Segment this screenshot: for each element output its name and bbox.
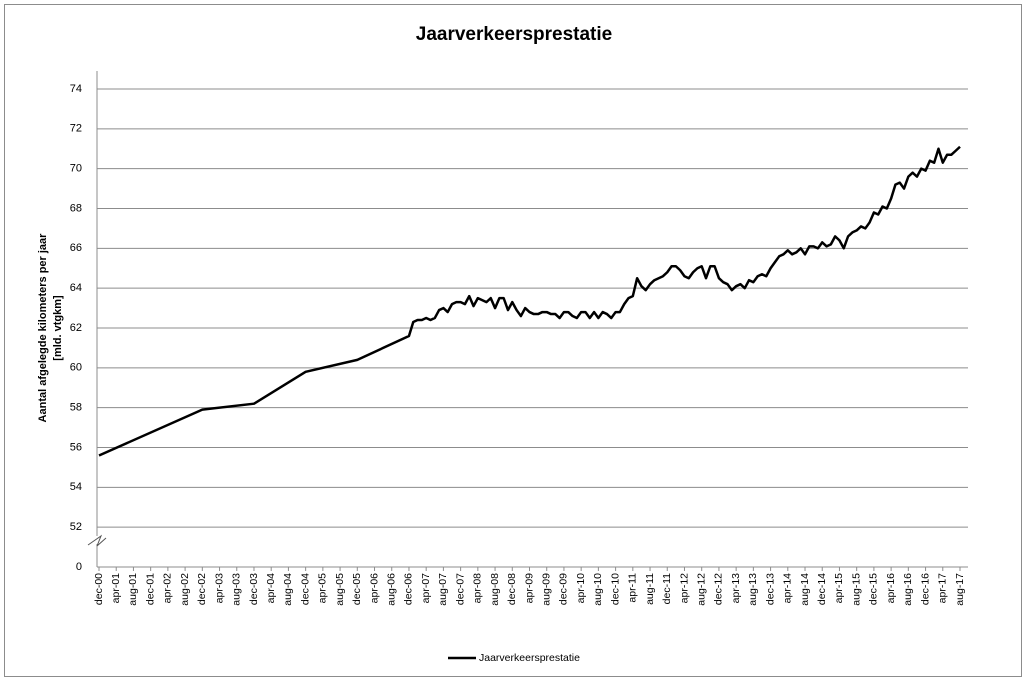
x-tick-label: apr-14 <box>782 573 794 604</box>
y-tick-label: 66 <box>70 242 82 254</box>
x-tick-label: apr-02 <box>162 573 174 604</box>
x-tick-label: dec-10 <box>609 573 621 605</box>
y-tick-label: 72 <box>70 123 82 135</box>
x-tick-label: aug-01 <box>127 573 139 606</box>
x-tick-label: dec-14 <box>816 573 828 605</box>
x-tick-label: dec-13 <box>764 573 776 605</box>
x-tick-label: aug-03 <box>231 573 243 606</box>
x-tick-label: apr-13 <box>730 573 742 604</box>
x-tick-label: apr-04 <box>265 573 277 604</box>
x-tick-label: apr-06 <box>368 573 380 604</box>
y-tick-label: 60 <box>70 362 82 374</box>
y-tick-label: 68 <box>70 202 82 214</box>
y-tick-label: 74 <box>70 83 82 95</box>
x-tick-label: dec-16 <box>919 573 931 605</box>
x-tick-label: aug-09 <box>541 573 553 606</box>
y-axis-label: [mld. vtgkm] <box>52 295 64 361</box>
x-tick-label: dec-03 <box>248 573 260 605</box>
x-tick-label: aug-13 <box>747 573 759 606</box>
y-tick-label: 52 <box>70 521 82 533</box>
x-tick-label: aug-11 <box>644 573 656 605</box>
x-tick-label: dec-07 <box>454 573 466 605</box>
x-tick-label: apr-09 <box>523 573 535 604</box>
y-tick-label: 70 <box>70 163 82 175</box>
x-tick-label: apr-12 <box>678 573 690 604</box>
x-tick-label: aug-16 <box>902 573 914 606</box>
x-tick-label: aug-06 <box>386 573 398 606</box>
chart-title: Jaarverkeersprestatie <box>416 24 613 45</box>
axis-break-symbol <box>87 534 107 547</box>
y-tick-label: 58 <box>70 402 82 414</box>
x-tick-label: apr-11 <box>627 573 639 603</box>
x-tick-label: dec-02 <box>196 573 208 605</box>
axis-break <box>87 534 107 547</box>
legend-label: Jaarverkeersprestatie <box>479 652 580 664</box>
x-tick-label: apr-10 <box>575 573 587 604</box>
x-tick-label: dec-00 <box>93 573 105 605</box>
plot-area: 0 52 54 56 58 60 62 64 66 68 70 72 74 dec-00 apr-01 aug… <box>70 71 968 606</box>
x-tick-label: dec-08 <box>506 573 518 605</box>
y-tick-label: 64 <box>70 282 82 294</box>
x-tick-label: dec-04 <box>299 573 311 605</box>
x-tick-label: aug-17 <box>954 573 966 606</box>
x-tick-label: aug-05 <box>334 573 346 606</box>
x-tick-label: aug-08 <box>489 573 501 606</box>
x-tick-label: dec-06 <box>403 573 415 605</box>
x-tick-label: aug-02 <box>179 573 191 606</box>
x-tick-label: apr-07 <box>420 573 432 604</box>
y-tick-label: 62 <box>70 322 82 334</box>
x-tick-label: aug-10 <box>592 573 604 606</box>
x-tick-label: aug-12 <box>695 573 707 606</box>
x-tick-label: apr-03 <box>213 573 225 604</box>
x-tick-label: aug-04 <box>282 573 294 606</box>
x-tick-label: dec-09 <box>558 573 570 605</box>
x-tick-label: apr-01 <box>110 573 122 604</box>
x-tick-label: aug-15 <box>850 573 862 606</box>
x-tick-label: apr-15 <box>833 573 845 604</box>
x-tick-label: apr-08 <box>472 573 484 604</box>
x-tick-label: aug-07 <box>437 573 449 606</box>
y-tick-label: 56 <box>70 441 82 453</box>
x-tick-label: dec-01 <box>144 573 156 605</box>
axis-break-gap <box>90 536 106 544</box>
x-tick-label: dec-12 <box>713 573 725 605</box>
x-tick-label: apr-05 <box>317 573 329 604</box>
y-tick-label: 0 <box>76 561 82 573</box>
chart-border <box>4 4 1022 677</box>
y-tick-label: 54 <box>70 481 82 493</box>
x-tick-label: dec-11 <box>661 573 673 604</box>
data-line <box>98 145 961 457</box>
x-tick-label: apr-16 <box>885 573 897 604</box>
x-tick-label: dec-05 <box>351 573 363 605</box>
x-tick-label: dec-15 <box>868 573 880 605</box>
x-tick-label: apr-17 <box>937 573 949 604</box>
x-tick-label: aug-14 <box>799 573 811 606</box>
y-axis-label: Aantal afgelegde kilometers per jaar <box>37 233 49 423</box>
